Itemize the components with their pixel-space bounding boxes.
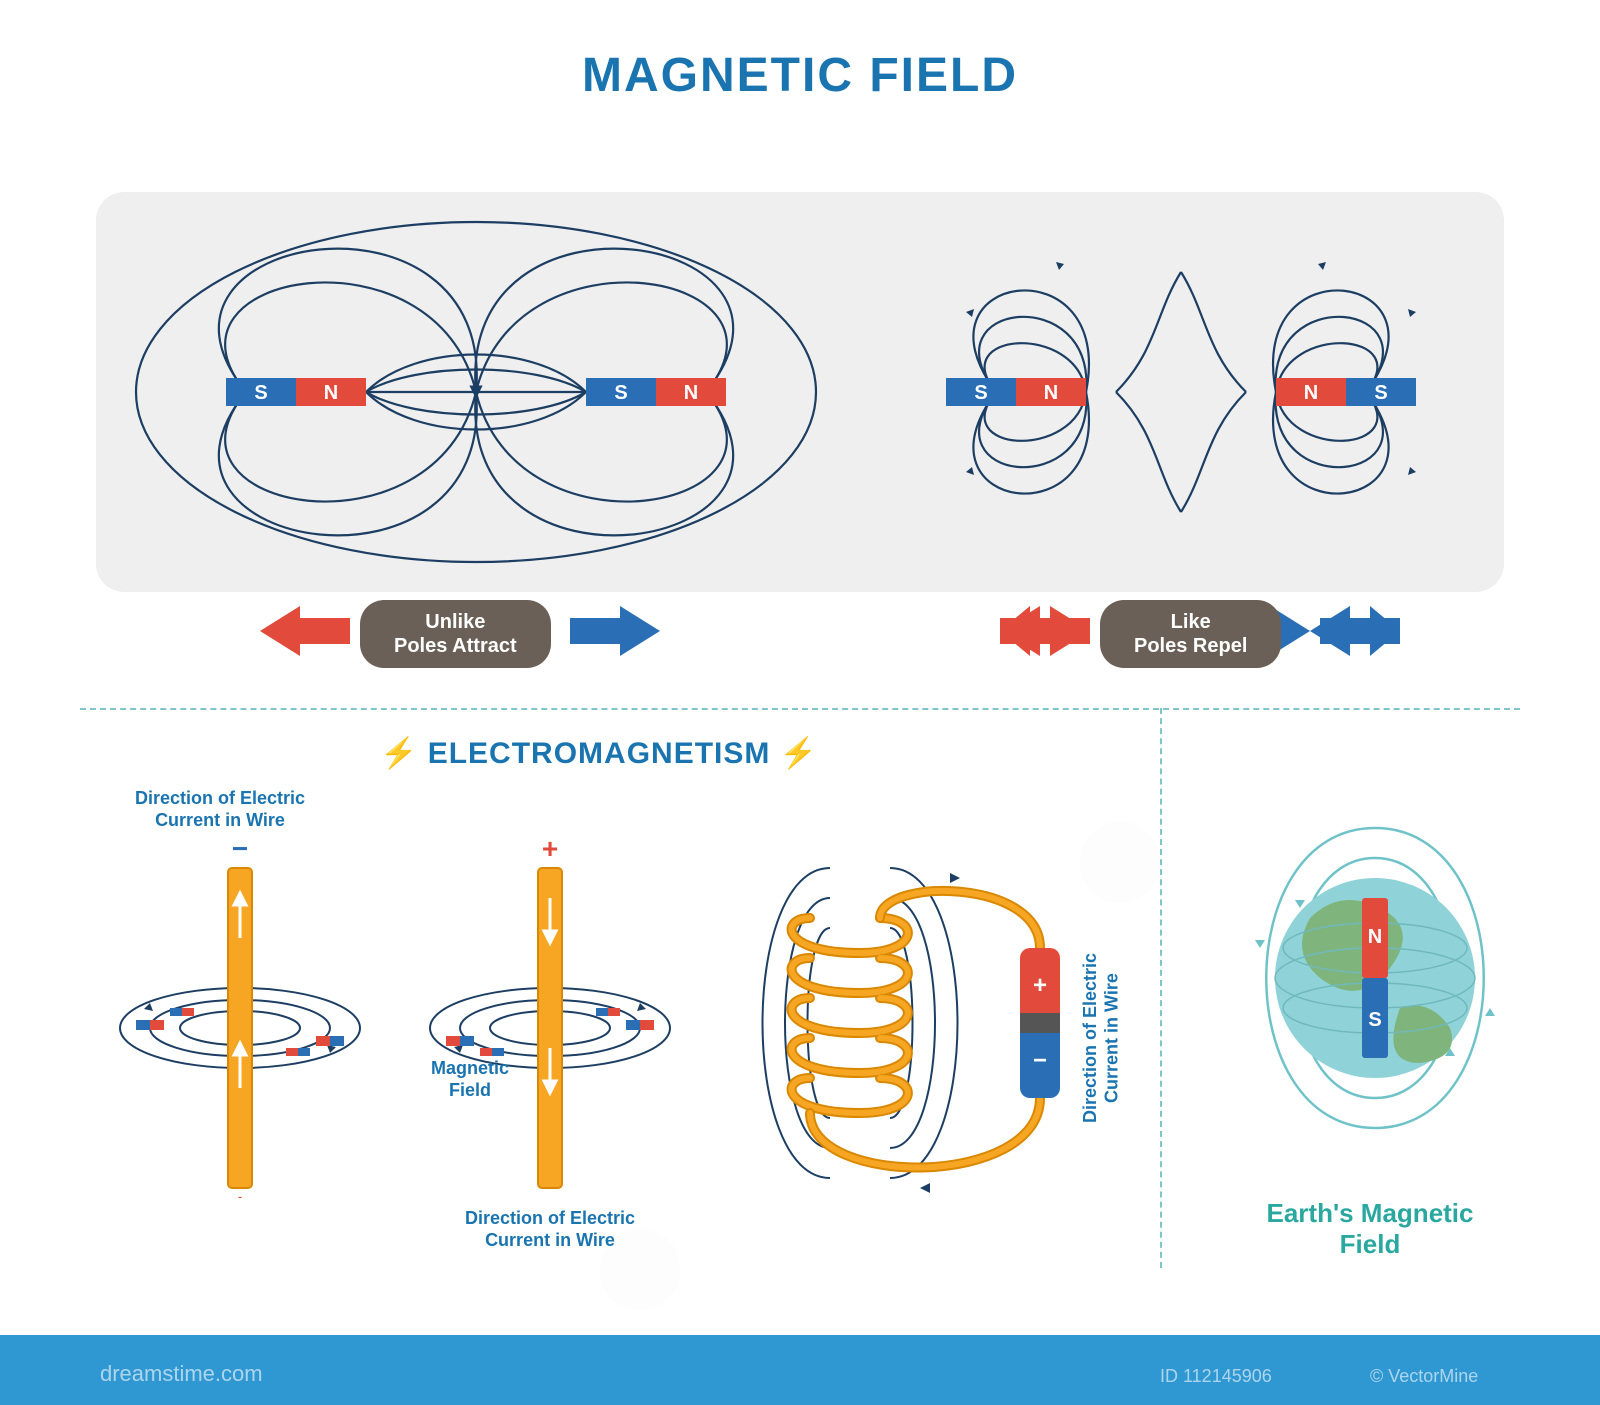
divider-vertical	[1160, 708, 1162, 1268]
wire-diagram-2: + −	[410, 838, 690, 1198]
svg-text:−: −	[232, 838, 248, 864]
coil-direction-label: Direction of Electric Current in Wire	[1080, 938, 1104, 1138]
bolt-icon: ⚡	[780, 737, 818, 770]
wire1-direction-label: Direction of Electric Current in Wire	[110, 788, 330, 831]
magnetic-field-label: Magnetic Field	[410, 1058, 530, 1101]
svg-text:S: S	[1374, 382, 1387, 404]
coil-diagram: + −	[720, 808, 1140, 1238]
svg-text:S: S	[614, 382, 627, 404]
svg-text:N: N	[1304, 382, 1318, 404]
svg-text:S: S	[974, 382, 987, 404]
svg-text:N: N	[1044, 382, 1058, 404]
svg-text:N: N	[324, 382, 338, 404]
wire2-direction-label: Direction of Electric Current in Wire	[440, 1208, 660, 1251]
earth-title: Earth's Magnetic Field	[1250, 1198, 1490, 1260]
svg-text:N: N	[1368, 926, 1382, 948]
bolt-icon: ⚡	[380, 737, 418, 770]
wire-diagram-1: − +	[100, 838, 380, 1198]
watermark-author: © VectorMine	[1370, 1366, 1478, 1387]
svg-text:+: +	[542, 838, 558, 864]
svg-text:S: S	[1368, 1009, 1381, 1031]
attract-diagram: S N S N	[96, 192, 856, 592]
earth-diagram: N S	[1190, 768, 1560, 1188]
divider-horizontal	[80, 708, 1520, 710]
page-title: MAGNETIC FIELD	[0, 48, 1600, 103]
svg-text:−: −	[1033, 1047, 1047, 1074]
svg-text:+: +	[1033, 972, 1047, 999]
svg-text:N: N	[684, 382, 698, 404]
svg-text:+: +	[232, 1188, 248, 1198]
attract-caption: Unlike Poles Attract	[360, 600, 551, 668]
repel-caption: Like Poles Repel	[1100, 600, 1281, 668]
repel-diagram: S N N S	[856, 192, 1506, 592]
svg-text:−: −	[542, 1188, 558, 1198]
watermark-id: ID 112145906	[1160, 1366, 1272, 1387]
watermark-site: dreamstime.com	[100, 1361, 263, 1387]
electromagnetism-title: ⚡ ELECTROMAGNETISM ⚡	[380, 736, 818, 771]
svg-text:S: S	[254, 382, 267, 404]
